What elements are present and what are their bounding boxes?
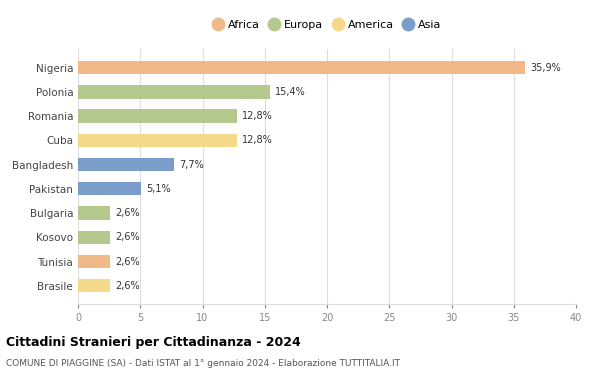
Text: 2,6%: 2,6% xyxy=(115,281,140,291)
Text: 5,1%: 5,1% xyxy=(146,184,171,194)
Bar xyxy=(78,85,270,98)
Bar xyxy=(78,134,238,147)
Text: COMUNE DI PIAGGINE (SA) - Dati ISTAT al 1° gennaio 2024 - Elaborazione TUTTITALI: COMUNE DI PIAGGINE (SA) - Dati ISTAT al … xyxy=(6,359,400,368)
Bar xyxy=(78,231,110,244)
Text: 12,8%: 12,8% xyxy=(242,135,273,145)
Bar xyxy=(78,279,110,293)
Text: 7,7%: 7,7% xyxy=(179,160,203,169)
Text: 35,9%: 35,9% xyxy=(530,63,560,73)
Bar xyxy=(78,109,238,123)
Bar xyxy=(78,61,525,74)
Text: 2,6%: 2,6% xyxy=(115,256,140,266)
Bar xyxy=(78,158,174,171)
Text: 12,8%: 12,8% xyxy=(242,111,273,121)
Text: Cittadini Stranieri per Cittadinanza - 2024: Cittadini Stranieri per Cittadinanza - 2… xyxy=(6,336,301,349)
Text: 15,4%: 15,4% xyxy=(275,87,305,97)
Bar xyxy=(78,206,110,220)
Text: 2,6%: 2,6% xyxy=(115,232,140,242)
Text: 2,6%: 2,6% xyxy=(115,208,140,218)
Bar xyxy=(78,182,142,195)
Bar xyxy=(78,255,110,268)
Legend: Africa, Europa, America, Asia: Africa, Europa, America, Asia xyxy=(212,19,442,30)
